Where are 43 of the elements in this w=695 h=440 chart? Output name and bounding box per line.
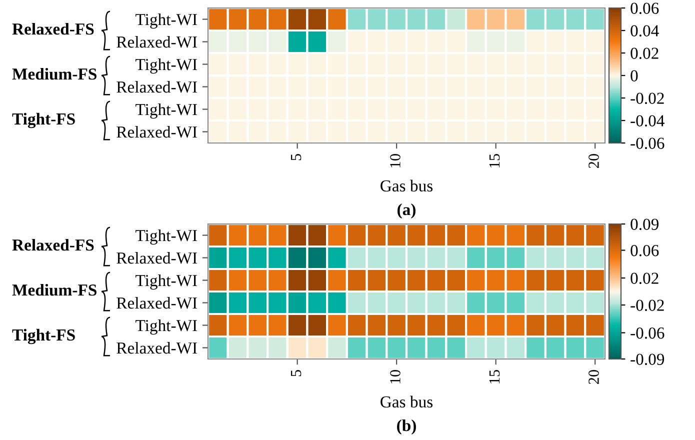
text: (b) (397, 419, 416, 435)
y-tick-label: Tight-WI (136, 229, 197, 245)
text: Medium-FS (12, 68, 96, 80)
y-tick-label: Tight-WI (136, 58, 197, 74)
color-bar-label: 0.02 (630, 48, 658, 60)
x-tick-label: 15 (489, 154, 500, 168)
y-tick-label: Tight-WI (136, 103, 197, 119)
color-bar-label: -0.02 (630, 92, 664, 104)
color-bar-label: 0.06 (630, 244, 659, 256)
x-axis-title: Gas bus (380, 180, 433, 192)
y-tick-label: Relaxed-WI (116, 80, 197, 93)
y-tick-label: Tight-WI (136, 13, 197, 29)
y-tick-label: Relaxed-WI (116, 36, 197, 48)
text: Relaxed-FS (12, 238, 94, 251)
color-bar-label: 0.09 (630, 218, 659, 230)
color-bar-label: -0.09 (630, 354, 664, 366)
x-tick-label: 10 (390, 370, 400, 384)
x-tick-label: 20 (588, 154, 599, 168)
color-bar-label: -0.02 (630, 300, 664, 312)
text: Relaxed-FS (12, 22, 94, 35)
text: Medium-FS (12, 284, 96, 296)
color-bar-label: 0.04 (630, 25, 659, 37)
text: Tight-FS (12, 112, 75, 128)
x-tick-label: 10 (390, 154, 400, 168)
x-axis-title: Gas bus (380, 396, 433, 408)
text: (a) (398, 203, 416, 219)
color-bar-label: -0.06 (630, 138, 664, 150)
x-tick-label: 15 (489, 370, 500, 384)
y-tick-label: Relaxed-WI (116, 126, 197, 138)
x-tick-label: 5 (290, 370, 302, 376)
color-bar-label: -0.06 (630, 327, 664, 339)
y-tick-label: Relaxed-WI (116, 342, 197, 354)
y-tick-label: Tight-WI (136, 319, 197, 335)
y-tick-label: Relaxed-WI (116, 296, 197, 309)
color-bar-label: 0 (630, 70, 638, 82)
color-bar-label: -0.04 (630, 115, 664, 127)
color-bar-label: 0.06 (630, 2, 659, 14)
y-tick-label: Tight-WI (136, 274, 197, 290)
x-tick-label: 20 (588, 370, 599, 384)
color-bar-label: 0.02 (630, 272, 658, 284)
x-tick-label: 5 (290, 154, 302, 160)
y-tick-label: Relaxed-WI (116, 252, 197, 264)
text: Tight-FS (12, 328, 75, 344)
